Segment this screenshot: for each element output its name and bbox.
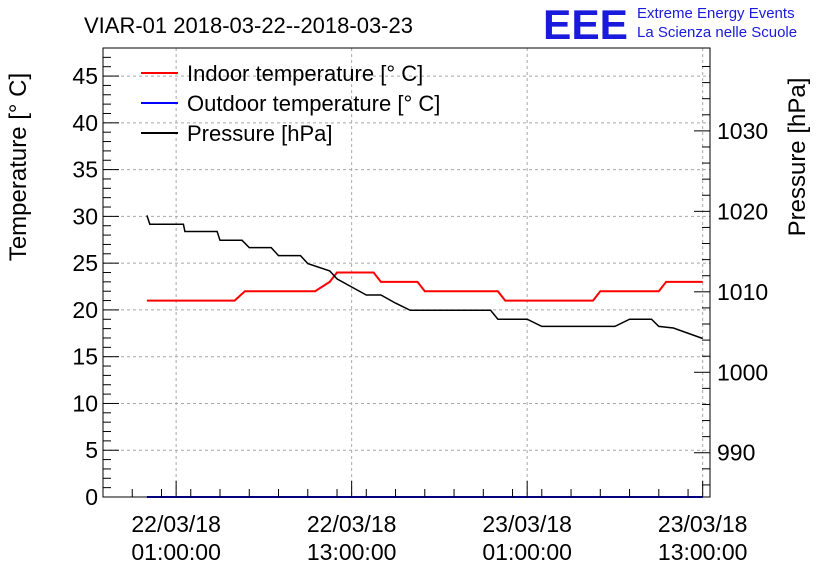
y-tick-label: 40 bbox=[72, 110, 98, 136]
x-tick-time: 01:00:00 bbox=[482, 539, 572, 565]
y2-tick-label: 990 bbox=[717, 440, 755, 466]
x-tick-date: 22/03/18 bbox=[307, 511, 397, 537]
x-tick-date: 23/03/18 bbox=[482, 511, 572, 537]
eee-logo-line1: Extreme Energy Events bbox=[637, 5, 795, 22]
legend-label-1: Indoor temperature [° C] bbox=[187, 61, 423, 86]
y-tick-label: 15 bbox=[72, 344, 98, 370]
legend-label-2: Outdoor temperature [° C] bbox=[187, 91, 440, 116]
y2-tick-label: 1000 bbox=[717, 359, 768, 385]
y-tick-label: 5 bbox=[85, 437, 98, 463]
y-tick-label: 25 bbox=[72, 250, 98, 276]
y-tick-label: 0 bbox=[85, 484, 98, 510]
y2-tick-label: 1010 bbox=[717, 279, 768, 305]
legend: Indoor temperature [° C] Outdoor temperat… bbox=[141, 61, 440, 146]
eee-logo-line2: La Scienza nelle Scuole bbox=[637, 24, 797, 41]
series-line-1 bbox=[146, 271, 703, 302]
y-tick-label: 10 bbox=[72, 390, 98, 416]
y2-tick-label: 1020 bbox=[717, 198, 768, 224]
y-tick-label: 30 bbox=[72, 203, 98, 229]
axes: 05101520253035404522/03/1801:00:0022/03/… bbox=[72, 47, 768, 565]
y-tick-label: 20 bbox=[72, 297, 98, 323]
x-tick-time: 13:00:00 bbox=[658, 539, 748, 565]
y2-tick-label: 1030 bbox=[717, 118, 768, 144]
eee-logo-mark: EEE bbox=[543, 1, 628, 48]
series-line-3 bbox=[146, 215, 703, 340]
x-tick-time: 13:00:00 bbox=[307, 539, 397, 565]
x-tick-time: 01:00:00 bbox=[131, 539, 221, 565]
y-axis-label: Temperature [° C] bbox=[5, 73, 32, 261]
y2-axis-label: Pressure [hPa] bbox=[784, 78, 811, 237]
eee-logo: EEE Extreme Energy Events La Scienza nel… bbox=[543, 1, 797, 48]
x-tick-date: 23/03/18 bbox=[658, 511, 748, 537]
y-tick-label: 45 bbox=[72, 63, 98, 89]
legend-label-3: Pressure [hPa] bbox=[187, 121, 333, 146]
x-tick-date: 22/03/18 bbox=[131, 511, 221, 537]
chart-title: VIAR-01 2018-03-22--2018-03-23 bbox=[84, 13, 413, 38]
y-tick-label: 35 bbox=[72, 157, 98, 183]
